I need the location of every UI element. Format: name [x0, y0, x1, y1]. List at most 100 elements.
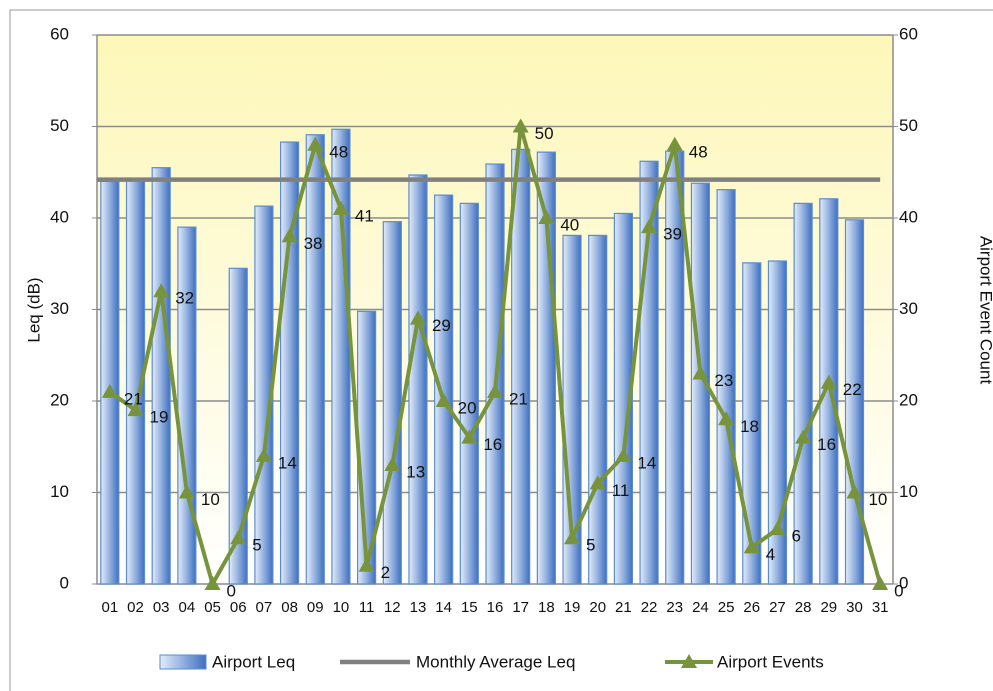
data-label: 0 [227, 581, 236, 600]
data-label: 39 [663, 225, 682, 244]
bar [588, 234, 608, 585]
event-marker [718, 411, 735, 426]
data-label: 6 [791, 527, 800, 546]
x-tick-label: 30 [846, 599, 863, 616]
data-label: 50 [535, 124, 554, 143]
x-tick-label: 09 [307, 599, 324, 616]
x-tick-label: 26 [743, 599, 760, 616]
data-label: 5 [252, 536, 261, 555]
bar [408, 174, 428, 585]
data-label: 14 [637, 453, 656, 472]
bar [690, 182, 711, 585]
bar [742, 262, 762, 585]
x-tick-label: 31 [872, 599, 889, 616]
x-tick-label: 29 [820, 599, 837, 616]
event-marker [538, 210, 555, 224]
event-marker [332, 200, 349, 215]
event-marker [641, 219, 658, 234]
legend-swatch [159, 654, 207, 670]
event-marker [743, 539, 760, 554]
y2-tick-label: 0 [899, 573, 908, 592]
data-label: 20 [458, 398, 477, 417]
x-tick-label: 10 [333, 599, 350, 616]
x-tick-label: 02 [127, 599, 144, 616]
event-marker [127, 402, 144, 417]
data-label: 4 [766, 545, 775, 564]
x-tick-label: 23 [666, 599, 683, 616]
data-label: 16 [483, 435, 502, 454]
y-tick-label: 0 [60, 573, 69, 592]
legend-label: Airport Events [717, 652, 824, 671]
y-tick-label: 50 [50, 116, 69, 135]
bar [434, 194, 454, 585]
event-marker [692, 365, 709, 380]
x-tick-label: 14 [435, 599, 452, 616]
event-marker [461, 429, 478, 444]
x-tick-label: 08 [281, 599, 298, 616]
event-marker [564, 530, 581, 545]
data-label: 21 [124, 389, 143, 408]
bar [844, 219, 865, 585]
x-tick-label: 13 [410, 599, 427, 616]
data-label: 22 [843, 380, 862, 399]
data-label: 14 [278, 453, 297, 472]
bar [228, 267, 248, 585]
y-tick-label: 10 [50, 482, 69, 501]
x-tick-label: 18 [538, 599, 555, 616]
event-marker [384, 457, 401, 472]
y2-tick-label: 60 [899, 24, 918, 43]
data-label: 5 [586, 536, 595, 555]
data-label: 41 [355, 206, 374, 225]
event-marker [872, 576, 889, 590]
x-tick-label: 28 [795, 599, 812, 616]
event-marker [178, 484, 195, 499]
y-tick-label: 30 [50, 299, 69, 318]
data-label: 19 [150, 408, 169, 427]
data-label: 10 [868, 490, 887, 509]
bar [716, 189, 736, 585]
event-marker [846, 484, 863, 499]
bar [459, 202, 479, 585]
bar [100, 180, 120, 585]
event-marker [666, 136, 683, 151]
y2-tick-label: 20 [899, 390, 918, 409]
x-tick-label: 25 [718, 599, 735, 616]
bar [613, 212, 633, 585]
x-tick-label: 24 [692, 599, 709, 616]
y-axis-title: Leq (dB) [24, 277, 43, 342]
x-tick-label: 06 [230, 599, 247, 616]
x-tick-label: 21 [615, 599, 632, 616]
x-tick-label: 03 [153, 599, 170, 616]
event-marker [230, 530, 247, 545]
event-marker [281, 228, 298, 243]
y-tick-label: 40 [50, 207, 69, 226]
bar [511, 148, 531, 585]
data-label: 10 [201, 490, 220, 509]
data-label: 0 [894, 581, 903, 600]
x-tick-label: 12 [384, 599, 401, 616]
data-label: 32 [175, 289, 194, 308]
event-marker [101, 383, 118, 398]
data-label: 23 [714, 371, 733, 390]
event-marker [512, 118, 529, 133]
y2-tick-label: 10 [899, 482, 918, 501]
event-marker [769, 521, 786, 536]
x-tick-label: 07 [256, 599, 273, 616]
event-marker [153, 283, 170, 298]
bar [767, 260, 788, 585]
x-tick-label: 04 [179, 599, 196, 616]
x-tick-label: 15 [461, 599, 478, 616]
y2-tick-label: 30 [899, 299, 918, 318]
data-label: 29 [432, 316, 451, 335]
x-tick-label: 27 [769, 599, 786, 616]
data-label: 11 [612, 481, 630, 500]
x-tick-label: 17 [512, 599, 529, 616]
x-tick-label: 01 [101, 599, 118, 616]
event-marker [204, 576, 221, 590]
x-tick-label: 05 [204, 599, 221, 616]
bar [793, 202, 813, 585]
event-marker [307, 136, 324, 151]
data-label: 18 [740, 417, 759, 436]
x-tick-label: 16 [487, 599, 504, 616]
